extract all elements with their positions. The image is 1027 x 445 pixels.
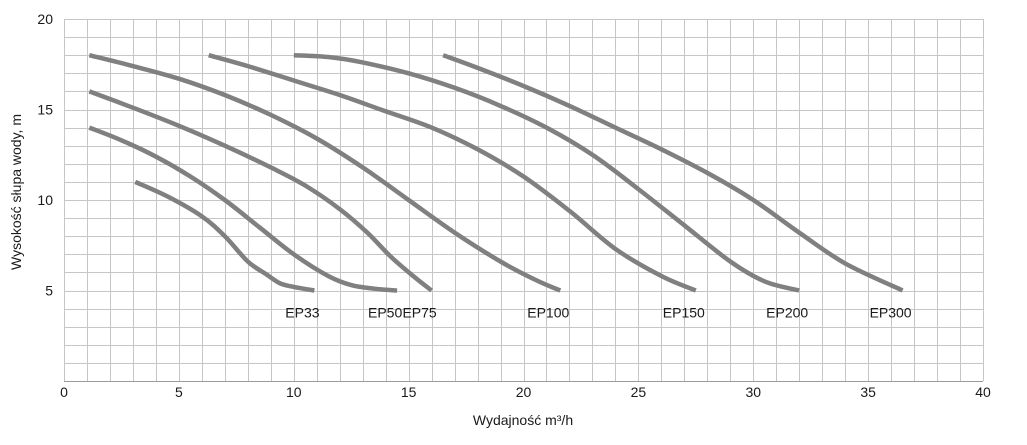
curve-label-ep33: EP33 <box>285 305 319 321</box>
x-axis-title: Wydajność m³/h <box>473 412 573 428</box>
x-tick-label: 35 <box>860 384 876 400</box>
series-line-ep150 <box>208 53 697 293</box>
x-tick-label: 30 <box>745 384 761 400</box>
x-tick-label: 15 <box>401 384 417 400</box>
curve-label-ep200: EP200 <box>766 305 808 321</box>
x-tick-label: 5 <box>175 384 183 400</box>
series-line-ep50 <box>88 125 398 293</box>
curve-label-ep150: EP150 <box>663 305 705 321</box>
y-tick-label: 15 <box>37 102 53 118</box>
curve-labels: EP33 EP50 EP75 EP100 EP150 EP200 EP300 <box>285 305 912 321</box>
x-tick-label: 0 <box>60 384 68 400</box>
y-tick-label: 5 <box>45 283 53 299</box>
series-line-ep200 <box>293 52 800 293</box>
curve-label-ep50: EP50 <box>368 305 402 321</box>
curve-label-ep100: EP100 <box>527 305 569 321</box>
x-tick-label: 25 <box>631 384 647 400</box>
series-line-ep33 <box>134 179 315 293</box>
axes: 0 5 10 15 20 25 30 35 40 5 10 15 20 <box>37 11 991 400</box>
series-line-ep75 <box>88 89 433 293</box>
y-tick-label: 20 <box>37 11 53 27</box>
series-lines <box>88 52 904 293</box>
curve-label-ep75: EP75 <box>402 305 436 321</box>
x-tick-label: 10 <box>286 384 302 400</box>
y-tick-label: 10 <box>37 192 53 208</box>
x-tick-label: 20 <box>516 384 532 400</box>
y-axis-title: Wysokość słupa wody, m <box>8 114 24 270</box>
series-line-ep300 <box>442 53 904 293</box>
grid <box>64 19 984 382</box>
x-tick-label: 40 <box>975 384 991 400</box>
series-line-ep100 <box>88 53 562 293</box>
curve-label-ep300: EP300 <box>870 305 912 321</box>
